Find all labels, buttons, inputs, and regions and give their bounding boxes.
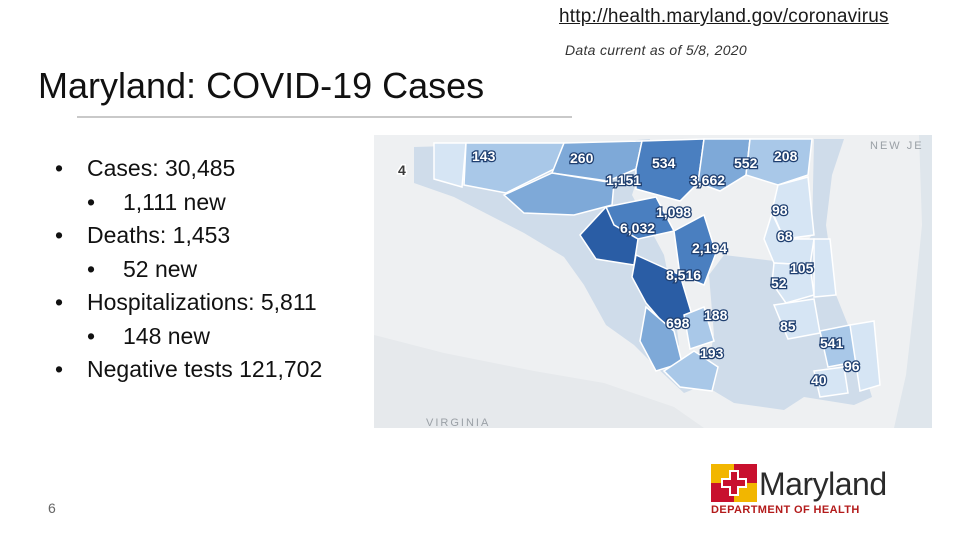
maryland-health-logo: Maryland DEPARTMENT OF HEALTH (711, 462, 911, 522)
county-anne-arundel (673, 213, 717, 286)
virginia-area (374, 335, 704, 428)
county-allegany-washington (463, 142, 566, 194)
stats-list: • Cases: 30,485 • 1,111 new • Deaths: 1,453… (55, 152, 322, 387)
county-frederick (502, 172, 615, 216)
stat-hospitalizations: • Hospitalizations: 5,811 (55, 289, 317, 315)
stat-deaths: • Deaths: 1,453 (55, 222, 231, 248)
stat-cases: • Cases: 30,485 (55, 155, 236, 181)
stat-hospitalizations-new: • 148 new (87, 322, 210, 349)
count-label: 2,194 (692, 240, 727, 256)
count-label: 96 (844, 358, 860, 374)
count-label: 260 (570, 150, 594, 166)
county-harford (697, 138, 751, 192)
count-label: 208 (774, 148, 798, 164)
count-label: 3,662 (690, 172, 725, 188)
count-label: 40 (811, 372, 827, 388)
county-somerset (813, 366, 849, 398)
new-jersey-label: NEW JE (870, 140, 924, 152)
county-cecil (745, 138, 813, 186)
count-label: 85 (780, 318, 796, 334)
count-label: 68 (777, 228, 793, 244)
count-label: 698 (666, 315, 690, 331)
count-label: 8,516 (666, 267, 701, 283)
count-label: 4 (398, 162, 406, 178)
county-caroline (813, 238, 837, 298)
count-label: 98 (772, 202, 788, 218)
count-label: 534 (652, 155, 676, 171)
count-label: 52 (771, 275, 787, 291)
county-kent (771, 176, 815, 240)
county-worcester (849, 320, 881, 392)
title-divider (77, 116, 572, 118)
maryland-flag-cross-icon (711, 464, 757, 502)
stat-cases-new: • 1,111 new (87, 188, 226, 215)
county-st-marys (662, 350, 719, 392)
coronavirus-link[interactable]: http://health.maryland.gov/coronavirus (559, 6, 889, 27)
stat-deaths-new: • 52 new (87, 255, 198, 282)
count-label: 6,032 (620, 220, 655, 236)
logo-subtitle: DEPARTMENT OF HEALTH (711, 504, 860, 516)
logo-wordmark: Maryland (759, 466, 887, 502)
count-label: 193 (700, 345, 724, 361)
county-talbot (771, 262, 815, 304)
slide-title: Maryland: COVID-19 Cases (38, 65, 485, 106)
map-svg: 4 143 260 534 552 208 1,151 3,662 1,098 … (374, 135, 932, 428)
virginia-label: VIRGINIA (426, 417, 490, 428)
county-garrett (433, 142, 467, 188)
data-current-note: Data current as of 5/8, 2020 (565, 42, 747, 58)
count-label: 1,098 (656, 204, 691, 220)
page-number: 6 (48, 500, 56, 516)
count-label: 1,151 (606, 172, 641, 188)
count-label: 105 (790, 260, 814, 276)
count-label: 541 (820, 335, 844, 351)
county-cases-map: 4 143 260 534 552 208 1,151 3,662 1,098 … (374, 135, 932, 428)
count-label: 188 (704, 307, 728, 323)
count-label: 552 (734, 155, 758, 171)
stat-negative-tests: • Negative tests 121,702 (55, 356, 323, 382)
county-carroll (550, 140, 643, 182)
count-label: 143 (472, 148, 496, 164)
county-calvert (683, 305, 715, 350)
ocean-area (894, 135, 932, 428)
